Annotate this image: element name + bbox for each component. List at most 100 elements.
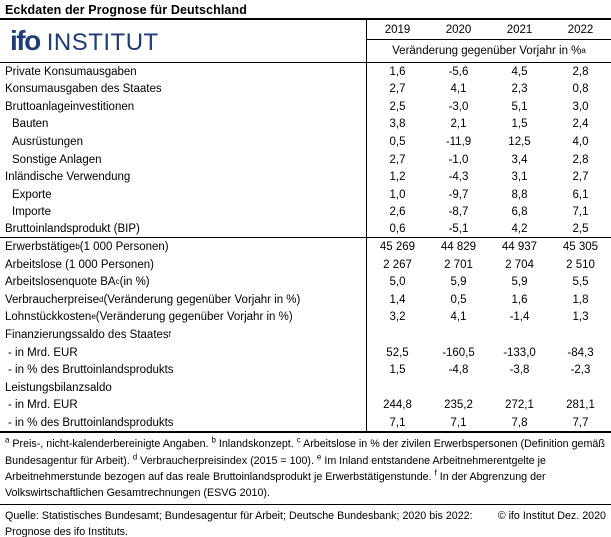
table-row: - in Mrd. EUR 52,5 -160,5 -133,0 -84,3 bbox=[0, 343, 611, 362]
page-title: Eckdaten der Prognose für Deutschland bbox=[0, 0, 611, 20]
table-row: Inländische Verwendung 1,2 -4,3 3,1 2,7 bbox=[0, 168, 611, 186]
value-cell: 1,5 bbox=[389, 364, 406, 377]
forecast-table: ifo INSTITUT 2019 2020 2021 2022 Verände… bbox=[0, 20, 611, 434]
value-cell: -2,3 bbox=[570, 364, 591, 377]
value-cell: 7,8 bbox=[511, 416, 528, 429]
year-header-cell: 2020 bbox=[445, 23, 472, 36]
value-cell: 2,5 bbox=[389, 100, 406, 113]
value-cell: 6,1 bbox=[572, 188, 589, 201]
value-cell: -1,4 bbox=[509, 311, 530, 324]
table-row: Finanzierungssaldo des Staates f bbox=[0, 326, 611, 344]
value-cell: 2 510 bbox=[566, 258, 595, 271]
row-label: Bauten bbox=[0, 115, 367, 134]
value-cell: 2,7 bbox=[389, 153, 406, 166]
row-label: Verbraucherpreise d (Veränderung gegenübe… bbox=[0, 291, 367, 309]
value-cell: 1,0 bbox=[389, 188, 406, 201]
value-cell: 12,5 bbox=[508, 135, 531, 148]
value-cell: 1,2 bbox=[389, 171, 406, 184]
value-cell: 2 704 bbox=[505, 258, 534, 271]
value-cell: -9,7 bbox=[448, 188, 469, 201]
row-label: Inländische Verwendung bbox=[0, 168, 367, 186]
row-label: Konsumausgaben des Staates bbox=[0, 80, 367, 99]
value-cell: 0,8 bbox=[572, 83, 589, 96]
value-cell: 272,1 bbox=[505, 399, 534, 412]
value-cell: 52,5 bbox=[386, 346, 409, 359]
table-body: Private Konsumausgaben 1,6 -5,6 4,5 2,8 Konsu… bbox=[0, 63, 611, 434]
row-label: Ausrüstungen bbox=[0, 133, 367, 151]
ifo-institut-logo: ifo INSTITUT bbox=[10, 25, 159, 57]
value-cell: 2,6 bbox=[389, 206, 406, 219]
year-header-cell: 2021 bbox=[506, 23, 533, 36]
value-cell: 8,8 bbox=[511, 188, 528, 201]
value-cell: 2,1 bbox=[450, 118, 467, 131]
row-label: Sonstige Anlagen bbox=[0, 150, 367, 169]
value-cell: 44 937 bbox=[501, 241, 538, 254]
value-cell: 4,2 bbox=[511, 223, 528, 236]
row-label: - in Mrd. EUR bbox=[0, 396, 367, 414]
value-cell: 1,5 bbox=[511, 118, 528, 131]
value-cell: -84,3 bbox=[567, 346, 594, 359]
value-cell: 0,6 bbox=[389, 223, 406, 236]
row-label: Bruttoanlageinvestitionen bbox=[0, 98, 367, 116]
footnote-marker: c bbox=[296, 435, 301, 445]
value-cell: 1,3 bbox=[572, 311, 589, 324]
table-row: Bruttoanlageinvestitionen 2,5 -3,0 5,1 3,0 bbox=[0, 98, 611, 116]
value-cell: 5,9 bbox=[450, 276, 467, 289]
table-row: - in Mrd. EUR 244,8 235,2 272,1 281,1 bbox=[0, 396, 611, 414]
value-cell: 45 305 bbox=[562, 241, 599, 254]
source-note: Quelle: Statistisches Bundesamt; Bundesa… bbox=[5, 509, 473, 537]
value-cell: 2,8 bbox=[572, 65, 589, 78]
value-cell: 0,5 bbox=[389, 135, 406, 148]
value-cell: 7,1 bbox=[389, 416, 406, 429]
row-label: Arbeitslosenquote BA c (in %) bbox=[0, 273, 367, 292]
value-cell: 2,7 bbox=[572, 171, 589, 184]
footnote-marker: e bbox=[316, 452, 322, 462]
row-label: Arbeitslose (1 000 Personen) bbox=[0, 256, 367, 274]
value-cell: 3,1 bbox=[511, 171, 528, 184]
value-cell: 244,8 bbox=[383, 399, 412, 412]
footnote-marker: f bbox=[434, 468, 437, 478]
source-row: Quelle: Statistisches Bundesamt; Bundesa… bbox=[0, 505, 611, 537]
value-cell: 7,1 bbox=[450, 416, 467, 429]
row-label: Exporte bbox=[0, 185, 367, 204]
value-cell: 2 267 bbox=[383, 258, 412, 271]
value-cell: -3,0 bbox=[448, 100, 469, 113]
unit-header: Veränderung gegenüber Vorjahr in % a bbox=[392, 45, 586, 57]
header-right: 2019 2020 2021 2022 Veränderung gegenübe… bbox=[367, 20, 611, 62]
value-cell: 5,1 bbox=[511, 100, 528, 113]
value-cell: -133,0 bbox=[503, 346, 536, 359]
value-cell: 4,0 bbox=[572, 135, 589, 148]
value-cell: 0,5 bbox=[450, 293, 467, 306]
table-row: Sonstige Anlagen 2,7 -1,0 3,4 2,8 bbox=[0, 150, 611, 169]
row-label: - in % des Bruttoinlandsprodukts bbox=[0, 413, 367, 432]
table-row: Bauten 3,8 2,1 1,5 2,4 bbox=[0, 115, 611, 134]
table-row: Private Konsumausgaben 1,6 -5,6 4,5 2,8 bbox=[0, 63, 611, 81]
logo-institut-text: INSTITUT bbox=[46, 29, 159, 56]
value-cell: 5,5 bbox=[572, 276, 589, 289]
value-cell: 7,7 bbox=[572, 416, 589, 429]
value-cell: 3,8 bbox=[389, 118, 406, 131]
copyright-note: © ifo Institut Dez. 2020 bbox=[497, 509, 606, 522]
value-cell: 2,4 bbox=[572, 118, 589, 131]
row-label: - in % des Bruttoinlandsprodukts bbox=[0, 361, 367, 379]
table-row: Leistungsbilanzsaldo bbox=[0, 378, 611, 397]
table-row: Verbraucherpreise d (Veränderung gegenübe… bbox=[0, 291, 611, 309]
value-cell: 2,3 bbox=[511, 83, 528, 96]
table-row: Ausrüstungen 0,5 -11,9 12,5 4,0 bbox=[0, 133, 611, 151]
value-cell: 4,1 bbox=[450, 311, 467, 324]
value-cell: -5,1 bbox=[448, 223, 469, 236]
row-label: Erwerbstätige b (1 000 Personen) bbox=[0, 238, 367, 257]
footnote-marker: d bbox=[132, 452, 138, 462]
table-row: - in % des Bruttoinlandsprodukts 1,5 -4,8 -… bbox=[0, 361, 611, 379]
table-row: Konsumausgaben des Staates 2,7 4,1 2,3 0,8 bbox=[0, 80, 611, 99]
value-cell: 3,0 bbox=[572, 100, 589, 113]
year-header-cell: 2019 bbox=[384, 23, 411, 36]
table-row: Lohnstückkosten e (Veränderung gegenüber … bbox=[0, 308, 611, 327]
value-cell: 235,2 bbox=[444, 399, 473, 412]
row-label: - in Mrd. EUR bbox=[0, 343, 367, 362]
row-label: Importe bbox=[0, 203, 367, 221]
value-cell: -5,6 bbox=[448, 65, 469, 78]
value-cell: 2 701 bbox=[444, 258, 473, 271]
row-label: Finanzierungssaldo des Staates f bbox=[0, 326, 367, 344]
